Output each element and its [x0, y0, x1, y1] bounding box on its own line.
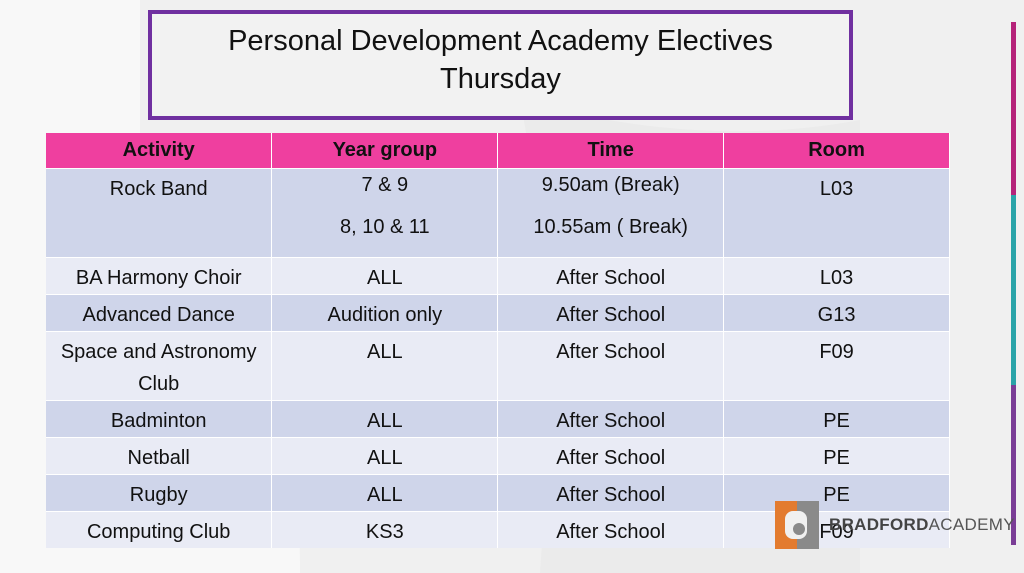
accent-bar	[1011, 385, 1016, 545]
table-cell: BA Harmony Choir	[46, 257, 273, 295]
accent-bar	[1011, 195, 1016, 385]
table-cell: L03	[723, 257, 950, 295]
logo-icon	[775, 501, 819, 549]
table-cell: ALL	[271, 257, 499, 295]
header-row: Activity Year group Time Room	[46, 133, 950, 169]
title-line: Thursday	[440, 63, 561, 95]
table-row: Rugby ALL After School PE	[46, 474, 950, 512]
logo: BRADFORDACADEMY	[775, 500, 1015, 550]
table-cell: ALL	[271, 331, 499, 401]
table-cell: Space and Astronomy Club	[46, 331, 273, 401]
table-cell: F09	[723, 331, 950, 401]
accent-bar	[1011, 22, 1016, 195]
table-row: BA Harmony Choir ALL After School L03	[46, 257, 950, 295]
table-cell: Rock Band	[46, 168, 273, 258]
table-cell: After School	[497, 400, 725, 438]
logo-light: ACADEMY	[928, 515, 1015, 534]
header-cell: Room	[723, 133, 950, 169]
cell-line: 9.50am (Break)	[541, 174, 680, 196]
table-cell: PE	[723, 437, 950, 475]
table-cell: Badminton	[46, 400, 273, 438]
table-cell: Advanced Dance	[46, 294, 273, 332]
title-line: Personal Development Academy Electives	[228, 25, 773, 57]
table-cell: L03	[723, 168, 950, 258]
table-row: Netball ALL After School PE	[46, 437, 950, 475]
table-cell: KS3	[271, 511, 499, 548]
table-cell: Netball	[46, 437, 273, 475]
logo-bold: BRADFORD	[829, 515, 929, 534]
table-row: Rock Band 7 & 9 8, 10 & 11 9.50am (Break) 10…	[46, 168, 950, 258]
header-cell: Time	[497, 133, 725, 169]
table-cell: PE	[723, 400, 950, 438]
header-cell: Activity	[46, 133, 273, 169]
cell-line: 10.55am ( Break)	[533, 216, 688, 238]
table-row: Computing Club KS3 After School F09	[46, 511, 950, 548]
table-cell: After School	[497, 474, 725, 512]
table-cell: G13	[723, 294, 950, 332]
cell-line: 7 & 9	[361, 174, 409, 196]
title-box: Personal Development Academy Electives T…	[148, 10, 853, 120]
table-cell: After School	[497, 331, 725, 401]
table-cell: After School	[497, 294, 725, 332]
schedule-table: Activity Year group Time Room Rock Band 7 & …	[46, 133, 950, 548]
table-row: Space and Astronomy Club ALL After School F…	[46, 331, 950, 401]
table-cell: F09	[723, 511, 950, 548]
table-row: Advanced Dance Audition only After School G…	[46, 294, 950, 332]
table-cell: ALL	[271, 400, 499, 438]
table-cell: 7 & 9 8, 10 & 11	[271, 168, 499, 258]
table-cell: After School	[497, 257, 725, 295]
cell-line: 8, 10 & 11	[339, 216, 430, 238]
logo-text: BRADFORDACADEMY	[829, 515, 1015, 535]
table-cell: After School	[497, 437, 725, 475]
table-cell: ALL	[271, 474, 499, 512]
table-cell: After School	[497, 511, 725, 548]
table-cell: ALL	[271, 437, 499, 475]
table-cell: 9.50am (Break) 10.55am ( Break)	[497, 168, 725, 258]
table-cell: PE	[723, 474, 950, 512]
table-cell: Rugby	[46, 474, 273, 512]
table-row: Badminton ALL After School PE	[46, 400, 950, 438]
table-cell: Computing Club	[46, 511, 273, 548]
table-cell: Audition only	[271, 294, 499, 332]
header-cell: Year group	[271, 133, 499, 169]
